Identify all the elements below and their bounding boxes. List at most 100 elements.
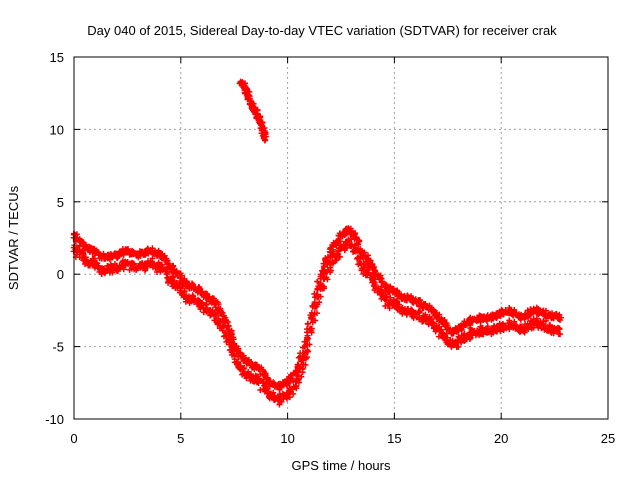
y-tick-label: 15 — [50, 50, 64, 65]
data-point-fill — [125, 245, 132, 252]
data-point-fill — [314, 278, 321, 285]
data-point-fill — [264, 374, 271, 381]
data-point-fill — [212, 311, 219, 318]
plot-frame — [73, 56, 609, 420]
x-axis-label: GPS time / hours — [292, 458, 391, 473]
data-point-fill — [318, 267, 325, 274]
data-point-fill — [245, 357, 252, 364]
y-tick-label: 5 — [57, 195, 64, 210]
data-point-fill — [405, 305, 412, 312]
data-point-fill — [317, 293, 324, 300]
data-point-fill — [450, 330, 457, 337]
data-point-fill — [289, 372, 296, 379]
data-point-fill — [405, 293, 412, 300]
data-point-fill — [158, 262, 165, 269]
data-point-fill — [308, 325, 315, 332]
data-point-fill — [212, 300, 219, 307]
data-point-fill — [321, 263, 328, 270]
data-point-fill — [289, 386, 296, 393]
x-tick-label: 0 — [70, 431, 77, 446]
data-point-fill — [163, 255, 170, 262]
data-point-fill — [336, 253, 343, 260]
x-tick-label: 25 — [601, 431, 615, 446]
data-point-fill — [222, 319, 229, 326]
data-point-fill — [324, 276, 331, 283]
data-point-fill — [453, 340, 460, 347]
data-point-fill — [543, 327, 550, 334]
data-point-fill — [365, 257, 372, 264]
data-point-fill — [298, 373, 305, 380]
data-point-fill — [171, 278, 178, 285]
data-point-fill — [113, 267, 120, 274]
data-point-fill — [550, 330, 557, 337]
y-tick-label: -5 — [52, 340, 64, 355]
data-point-fill — [343, 244, 350, 251]
data-point-fill — [130, 260, 137, 267]
data-point-fill — [555, 330, 562, 337]
data-point-fill — [79, 249, 86, 256]
y-tick-label: 10 — [50, 122, 64, 137]
data-point-fill — [278, 384, 285, 391]
data-point-fill — [429, 308, 436, 315]
data-point-fill — [422, 311, 429, 318]
y-axis-label: SDTVAR / TECUs — [6, 185, 21, 290]
data-point-fill — [390, 302, 397, 309]
data-point — [558, 314, 565, 321]
data-point-fill — [120, 266, 127, 273]
data-point-fill — [484, 323, 491, 330]
data-point-fill — [424, 315, 431, 322]
x-tick-label: 10 — [280, 431, 294, 446]
data-point-fill — [324, 254, 331, 261]
data-point-fill — [540, 318, 547, 325]
data-point-fill — [304, 335, 311, 342]
data-point-fill — [314, 291, 321, 298]
x-tick-label: 15 — [387, 431, 401, 446]
data-point-fill — [231, 352, 238, 359]
axis-ticks: 0 5 10 15 20 25 -10 -5 0 5 10 15 — [45, 50, 615, 446]
data-point-fill — [506, 317, 513, 324]
data-point-fill — [222, 332, 229, 339]
data-point-fill — [240, 352, 247, 359]
data-points — [70, 78, 565, 408]
data-point-fill — [316, 299, 323, 306]
chart-title: Day 040 of 2015, Sidereal Day-to-day VTE… — [87, 23, 557, 38]
data-point-fill — [365, 269, 372, 276]
data-point-fill — [304, 347, 311, 354]
data-point-fill — [306, 341, 313, 348]
x-tick-label: 20 — [494, 431, 508, 446]
data-point-fill — [435, 333, 442, 340]
y-tick-label: 0 — [57, 267, 64, 282]
grid-lines — [74, 57, 608, 419]
data-point-fill — [370, 264, 377, 271]
data-point-fill — [230, 334, 237, 341]
data-point-fill — [286, 394, 293, 401]
data-point-fill — [294, 372, 301, 379]
data-point-fill — [304, 320, 311, 327]
data-point-fill — [76, 254, 83, 261]
y-tick-label: -10 — [45, 412, 64, 427]
data-point-fill — [393, 297, 400, 304]
data-point-fill — [255, 117, 262, 124]
data-point — [262, 136, 269, 143]
data-point-fill — [511, 318, 518, 325]
data-point-fill — [301, 354, 308, 361]
data-point-fill — [370, 278, 377, 285]
data-point-fill — [181, 289, 188, 296]
data-point-fill — [318, 282, 325, 289]
data-point-fill — [429, 319, 436, 326]
data-point-fill — [540, 307, 547, 314]
data-point-fill — [247, 371, 254, 378]
data-point-fill — [507, 308, 514, 315]
data-point-fill — [336, 238, 343, 245]
data-point-fill — [417, 308, 424, 315]
data-point-fill — [556, 325, 563, 332]
x-tick-label: 5 — [177, 431, 184, 446]
data-point-fill — [256, 366, 263, 373]
data-point-fill — [197, 305, 204, 312]
data-point-fill — [292, 383, 299, 390]
data-point-fill — [528, 325, 535, 332]
data-point-fill — [312, 317, 319, 324]
data-point-fill — [256, 377, 263, 384]
data-point-fill — [190, 295, 197, 302]
